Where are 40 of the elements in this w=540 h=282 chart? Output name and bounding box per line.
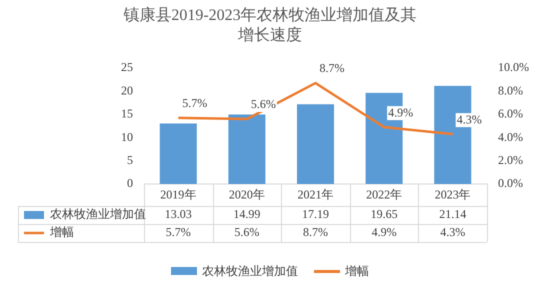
text: 4.9%	[388, 105, 414, 120]
y2-tick-label: 0.0%	[498, 176, 524, 190]
text: 4.3%	[456, 112, 482, 126]
data-label: 19.65	[370, 207, 398, 222]
y-tick-label: 5	[127, 152, 133, 167]
bar	[228, 114, 266, 184]
text: 5.7%	[182, 96, 208, 110]
text: 增幅	[50, 225, 74, 240]
x-tick-label: 2020年	[228, 187, 265, 202]
bar	[160, 124, 197, 184]
x-tick-label: 2021年	[298, 187, 334, 202]
x-tick-label: 2019年	[160, 187, 196, 202]
y2-tick-label: 4.0%	[498, 130, 524, 144]
y-tick-label: 20	[121, 83, 133, 98]
y-tick-label: 0	[127, 176, 133, 190]
text: 农林牧渔业增加值	[202, 264, 298, 278]
data-label: 8.7%	[303, 225, 328, 240]
y-tick-label: 15	[121, 106, 133, 121]
y2-tick-label: 8.0%	[498, 83, 524, 98]
y2-tick-label: 2.0%	[498, 152, 524, 167]
y-tick-label: 10	[121, 130, 133, 144]
text: 8.7%	[320, 61, 344, 76]
legend-label: 农林牧渔业增加值	[50, 207, 146, 222]
x-tick-label: 2023年	[434, 187, 471, 202]
data-label: 4.9%	[372, 225, 397, 240]
data-label: 4.3%	[440, 225, 466, 240]
text: 5.6%	[250, 97, 276, 112]
y2-tick-label: 10.0%	[498, 60, 530, 74]
y2-tick-label: 6.0%	[498, 106, 524, 121]
data-label: 5.6%	[234, 225, 260, 240]
data-label: 14.99	[233, 207, 260, 222]
data-label: 21.14	[439, 207, 466, 222]
data-label: 17.19	[302, 207, 329, 222]
x-tick-label: 2022年	[366, 187, 402, 202]
bar	[296, 104, 334, 184]
data-label: 5.7%	[166, 225, 191, 240]
chart-title: 镇康县2019-2023年农林牧渔业增加值及其增长速度	[122, 6, 418, 46]
data-label: 13.03	[164, 207, 192, 222]
legend-label: 增幅	[345, 262, 369, 280]
y-tick-label: 25	[121, 60, 133, 74]
